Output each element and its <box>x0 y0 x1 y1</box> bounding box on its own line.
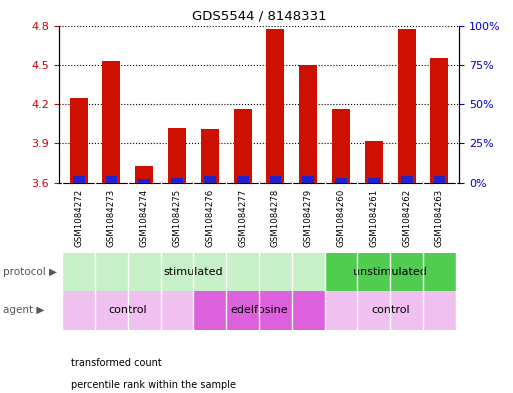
Text: GSM1084274: GSM1084274 <box>140 189 149 247</box>
Bar <box>135 166 153 183</box>
Bar <box>139 179 150 183</box>
Text: GSM1084275: GSM1084275 <box>172 189 182 247</box>
Bar <box>168 128 186 183</box>
Bar <box>335 178 347 183</box>
Bar <box>70 97 88 183</box>
Bar <box>299 65 317 183</box>
Text: GSM1084277: GSM1084277 <box>238 189 247 247</box>
Bar <box>73 176 85 183</box>
Bar <box>433 176 445 183</box>
Text: GSM1084279: GSM1084279 <box>304 189 313 247</box>
Text: control: control <box>109 305 147 316</box>
Bar <box>237 176 248 183</box>
Bar <box>401 176 412 183</box>
Bar <box>204 176 216 183</box>
Bar <box>266 29 285 183</box>
Bar <box>233 109 252 183</box>
Text: GDS5544 / 8148331: GDS5544 / 8148331 <box>192 10 326 23</box>
Bar <box>368 178 380 183</box>
Text: GSM1084263: GSM1084263 <box>435 189 444 247</box>
Bar <box>193 291 325 330</box>
Bar <box>365 141 383 183</box>
Bar <box>325 291 456 330</box>
Text: protocol ▶: protocol ▶ <box>3 267 56 277</box>
Bar <box>171 178 183 183</box>
Text: GSM1084273: GSM1084273 <box>107 189 116 247</box>
Bar <box>430 58 448 183</box>
Text: GSM1084260: GSM1084260 <box>337 189 346 247</box>
Bar <box>325 253 456 291</box>
Text: GSM1084272: GSM1084272 <box>74 189 83 247</box>
Text: GSM1084262: GSM1084262 <box>402 189 411 247</box>
Bar <box>62 291 193 330</box>
Bar <box>103 61 121 183</box>
Text: GSM1084261: GSM1084261 <box>369 189 379 247</box>
Text: edelfosine: edelfosine <box>230 305 288 316</box>
Text: transformed count: transformed count <box>71 358 162 368</box>
Text: GSM1084278: GSM1084278 <box>271 189 280 247</box>
Bar <box>398 29 416 183</box>
Bar <box>302 176 314 183</box>
Bar <box>332 109 350 183</box>
Text: unstimulated: unstimulated <box>353 267 427 277</box>
Bar <box>106 176 117 183</box>
Bar <box>62 253 325 291</box>
Bar <box>201 129 219 183</box>
Text: stimulated: stimulated <box>164 267 223 277</box>
Text: GSM1084276: GSM1084276 <box>205 189 214 247</box>
Bar <box>270 176 281 183</box>
Text: percentile rank within the sample: percentile rank within the sample <box>71 380 236 390</box>
Text: control: control <box>371 305 409 316</box>
Text: agent ▶: agent ▶ <box>3 305 44 316</box>
